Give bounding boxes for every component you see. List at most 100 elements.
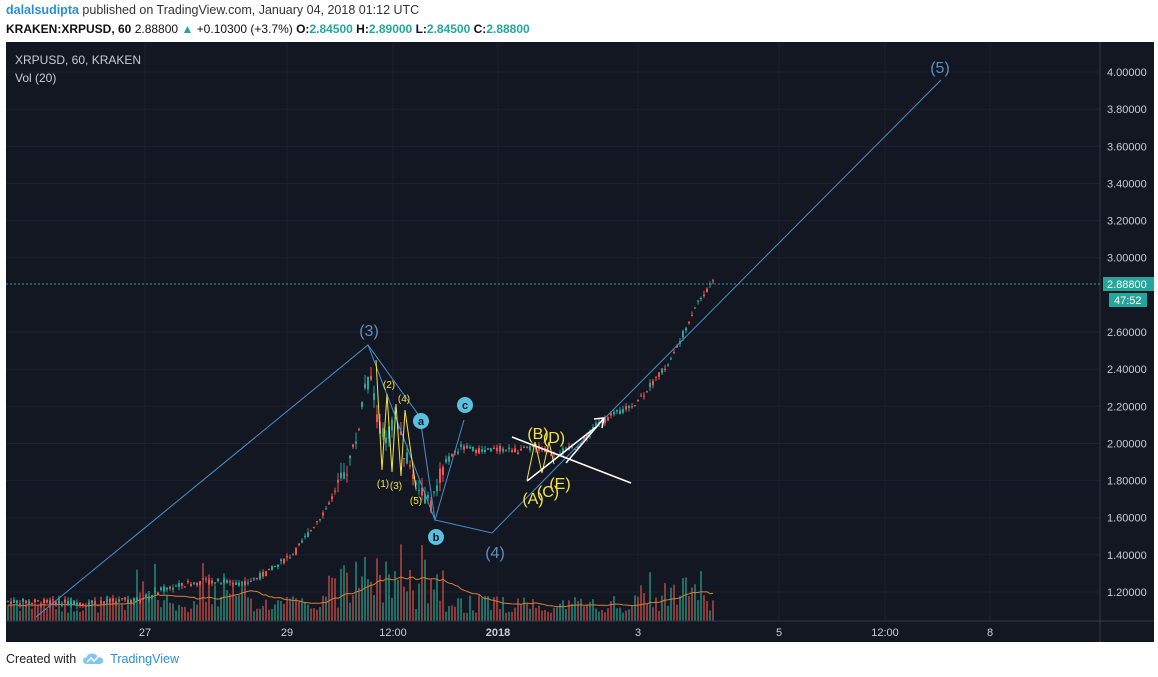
sub-wave-2-label: (2): [383, 380, 395, 391]
volume-bar: [493, 597, 495, 621]
wave-c-marker: [457, 397, 473, 413]
volume-bar: [391, 597, 393, 621]
published-text: published on TradingView.com, January 04…: [82, 3, 420, 17]
candle-body: [580, 443, 582, 445]
candle-body: [346, 474, 348, 476]
volume-bar: [121, 604, 123, 621]
tradingview-link[interactable]: TradingView: [110, 652, 179, 666]
candle-body: [550, 454, 552, 456]
volume-bar: [454, 606, 456, 621]
price-axis-label: 1.60000: [1107, 513, 1147, 525]
candle-body: [127, 600, 129, 603]
volume-bar: [529, 608, 531, 621]
candle-body: [457, 451, 459, 454]
candle-body: [658, 372, 660, 377]
candle-body: [622, 409, 624, 413]
candle-body: [202, 578, 204, 580]
volume-bar: [580, 598, 582, 621]
candle-body: [430, 500, 432, 512]
candle-body: [43, 599, 45, 604]
volume-bar: [583, 606, 585, 621]
volume-bar: [655, 597, 657, 621]
volume-bar: [622, 612, 624, 621]
volume-bar: [277, 600, 279, 621]
arrow-head-icon: [593, 417, 605, 429]
volume-bar: [340, 568, 342, 621]
volume-bar: [376, 558, 378, 621]
wave-b-label: b: [433, 532, 440, 544]
wave-c-label: c: [462, 400, 468, 412]
candle-body: [103, 601, 105, 603]
candle-body: [619, 410, 621, 415]
volume-bar: [604, 612, 606, 621]
volume-bar: [325, 596, 327, 621]
chart-pane[interactable]: XRPUSD, 60, KRAKEN Vol (20) (3) (4) (5) …: [6, 42, 1154, 642]
time-axis[interactable]: 27 29 12:00 2018 3 5 12:00 8: [139, 627, 993, 639]
candle-body: [466, 445, 468, 449]
volume-bar: [205, 601, 207, 621]
candle-body: [475, 449, 477, 454]
high-label: H:: [356, 22, 369, 36]
triangle-a-label: (A): [522, 491, 543, 508]
last-price-tag-text: 2.88800: [1107, 279, 1147, 291]
volume-bar: [295, 598, 297, 621]
candle-body: [133, 598, 135, 602]
candle-body: [70, 601, 72, 606]
candle-body: [583, 436, 585, 439]
price-axis[interactable]: 4.00000 3.80000 3.60000 3.40000 3.20000 3.000…: [1107, 67, 1147, 599]
volume-bar: [37, 604, 39, 621]
candle-body: [289, 557, 291, 559]
candle-body: [16, 600, 18, 604]
candle-body: [604, 418, 606, 423]
candle-body: [424, 493, 426, 504]
volume-bar: [709, 610, 711, 621]
candle-body: [340, 472, 342, 479]
volume-bar: [547, 611, 549, 621]
candle-body: [418, 489, 420, 491]
volume-bar: [280, 601, 282, 621]
countdown-tag: [1109, 293, 1147, 307]
countdown-tag-text: 47:52: [1114, 295, 1142, 307]
candle-body: [235, 582, 237, 585]
volume-bar: [145, 593, 147, 621]
candle-body: [358, 428, 360, 430]
volume-bar: [25, 604, 27, 621]
candle-body: [523, 446, 525, 448]
volume-bar: [556, 607, 558, 621]
volume-bar: [478, 595, 480, 621]
candle-body: [280, 559, 282, 562]
candle-body: [64, 599, 66, 603]
volume-bar: [676, 604, 678, 621]
volume-bar: [190, 608, 192, 621]
candle-body: [181, 582, 183, 586]
candle-body: [625, 406, 627, 410]
author-link[interactable]: dalalsudipta: [6, 3, 79, 17]
volume-bar: [679, 595, 681, 621]
candle-body: [667, 364, 669, 366]
candle-body: [298, 543, 300, 546]
volume-bar: [22, 603, 24, 621]
candle-body: [85, 605, 87, 607]
volume-bar: [532, 599, 534, 621]
price-axis-label: 2.20000: [1107, 401, 1147, 413]
volume-bar: [640, 585, 642, 621]
volume-bars: [7, 544, 714, 621]
candle-body: [148, 598, 150, 600]
volume-bar: [400, 544, 402, 621]
price-axis-label: 3.40000: [1107, 178, 1147, 190]
volume-bar: [61, 611, 63, 621]
candle-body: [616, 410, 618, 412]
volume-bar: [637, 596, 639, 621]
candle-body: [451, 454, 453, 457]
volume-bar: [139, 592, 141, 621]
candle-body: [421, 487, 423, 496]
volume-bar: [58, 595, 60, 621]
candle-body: [136, 597, 138, 601]
candle-body: [82, 604, 84, 606]
candle-body: [145, 594, 147, 597]
chart-canvas[interactable]: XRPUSD, 60, KRAKEN Vol (20) (3) (4) (5) …: [6, 42, 1154, 642]
volume-bar: [460, 598, 462, 621]
volume-bar: [523, 597, 525, 621]
volume-bar: [544, 609, 546, 621]
volume-bar: [31, 608, 33, 621]
